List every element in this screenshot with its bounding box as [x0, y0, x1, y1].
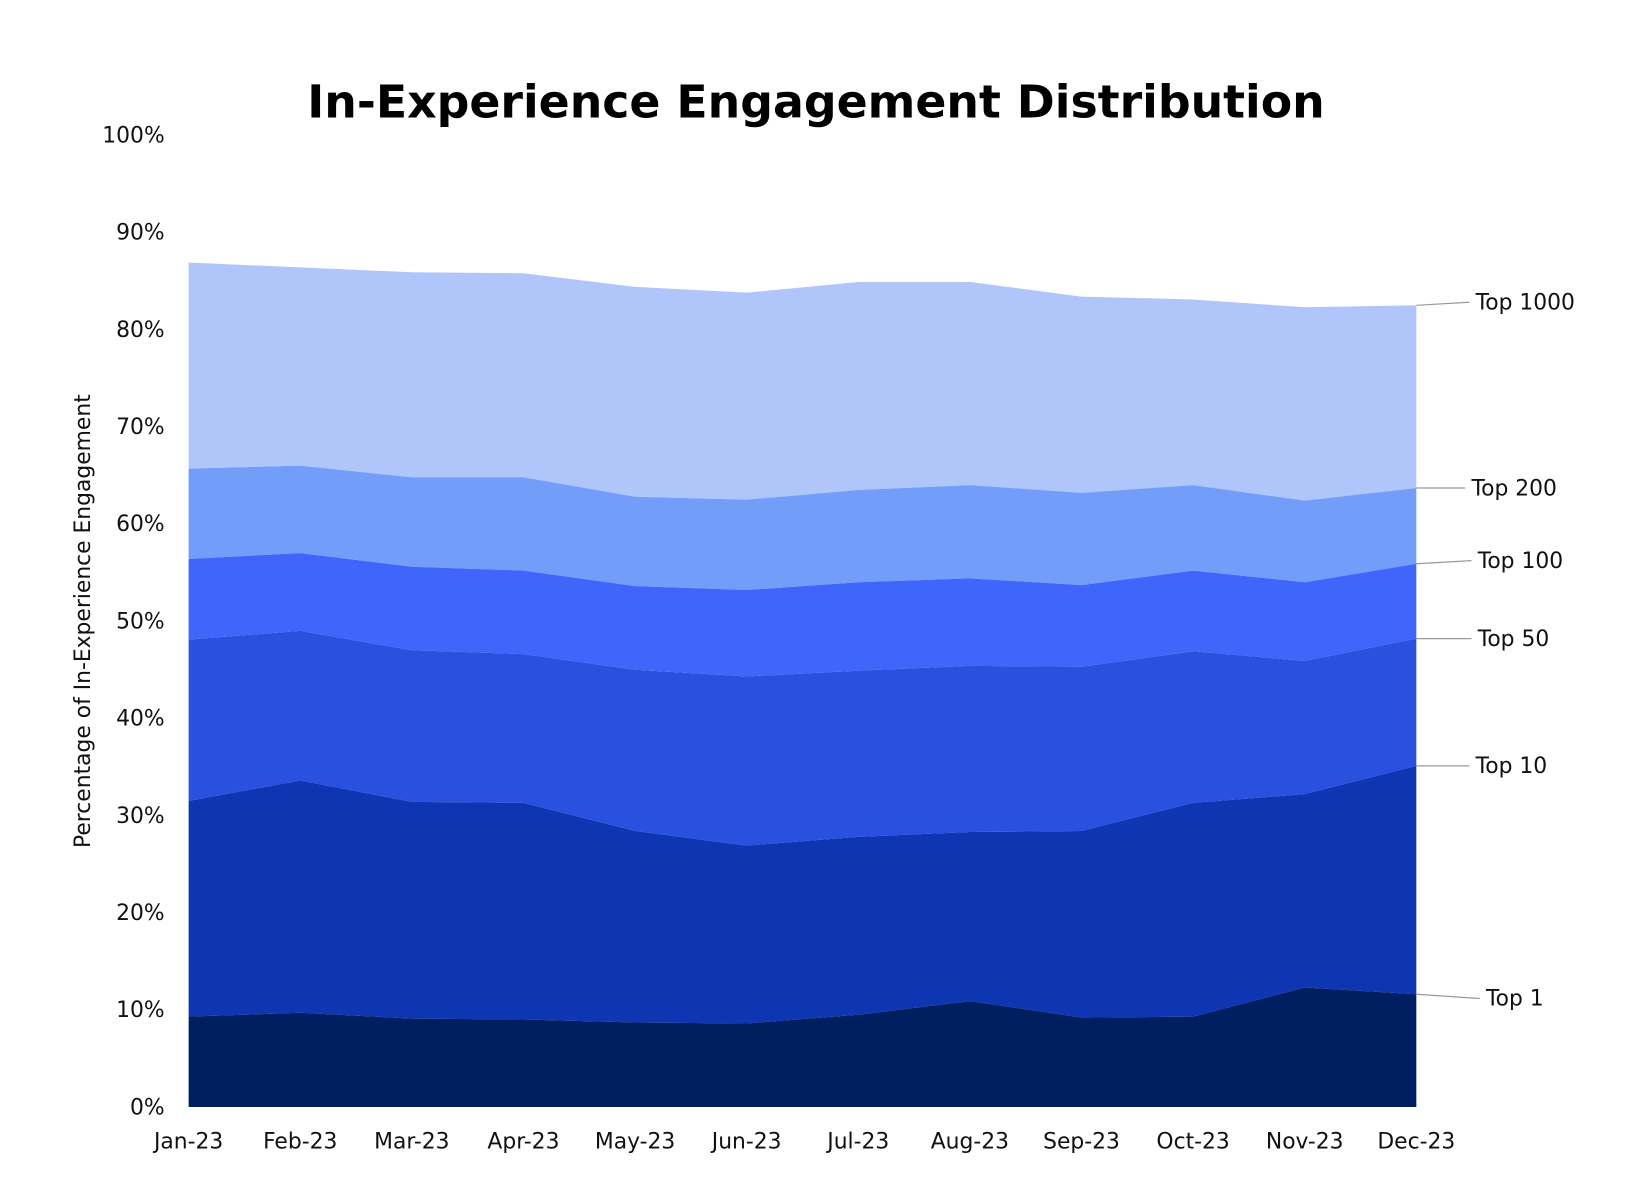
y-tick-label: 90% — [116, 221, 165, 246]
x-tick-label: Feb-23 — [263, 1130, 337, 1155]
x-tick-label: Jun-23 — [710, 1130, 782, 1155]
y-tick-label: 80% — [116, 318, 165, 343]
x-tick-label: Apr-23 — [487, 1130, 559, 1155]
series-label: Top 1000 — [1475, 290, 1575, 315]
y-axis-label: Percentage of In-Experience Engagement — [71, 394, 96, 848]
chart-title: In-Experience Engagement Distribution — [307, 76, 1325, 129]
leader-line — [1416, 560, 1472, 565]
x-tick-label: Jul-23 — [825, 1130, 889, 1155]
area-top-50 — [188, 630, 1417, 846]
series-label: Top 50 — [1477, 627, 1550, 652]
area-top-100 — [188, 553, 1417, 677]
area-top-1 — [188, 987, 1417, 1108]
area-top-1000 — [188, 262, 1417, 501]
leader-line — [1416, 301, 1470, 306]
y-tick-label: 60% — [116, 512, 165, 537]
y-tick-label: 100% — [102, 124, 164, 149]
area-top-10 — [188, 765, 1417, 1024]
x-tick-label: Mar-23 — [374, 1130, 449, 1155]
leader-line — [1416, 993, 1480, 1000]
x-tick-label: Jan-23 — [152, 1130, 223, 1155]
series-label: Top 1 — [1485, 987, 1544, 1012]
x-tick-label: Sep-23 — [1043, 1130, 1120, 1155]
x-tick-label: Aug-23 — [931, 1130, 1009, 1155]
area-top-200 — [188, 465, 1417, 591]
series-label: Top 100 — [1477, 549, 1563, 574]
x-tick-label: Oct-23 — [1156, 1130, 1229, 1155]
y-tick-label: 20% — [116, 901, 165, 926]
series-label: Top 200 — [1470, 476, 1556, 501]
y-tick-label: 50% — [116, 609, 165, 634]
y-tick-label: 0% — [130, 1095, 165, 1120]
y-tick-label: 70% — [116, 415, 165, 440]
y-tick-label: 10% — [116, 998, 165, 1023]
x-tick-label: Nov-23 — [1266, 1130, 1344, 1155]
y-tick-label: 40% — [116, 707, 165, 732]
x-tick-label: Dec-23 — [1377, 1130, 1455, 1155]
series-label: Top 10 — [1475, 754, 1548, 779]
x-tick-label: May-23 — [595, 1130, 675, 1155]
y-tick-label: 30% — [116, 804, 165, 829]
